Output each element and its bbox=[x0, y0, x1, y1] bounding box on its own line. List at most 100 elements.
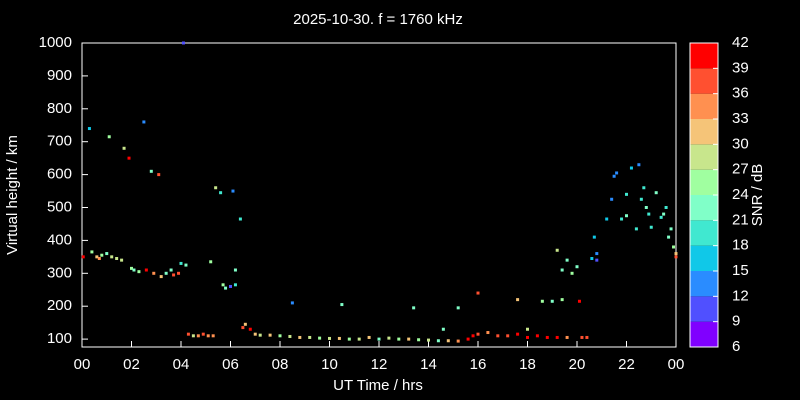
colorbar-tick-label: 42 bbox=[732, 34, 749, 51]
data-point bbox=[555, 248, 559, 252]
data-point bbox=[555, 335, 559, 339]
data-point bbox=[159, 275, 163, 279]
data-point bbox=[241, 326, 245, 330]
x-tick-label: 06 bbox=[222, 356, 239, 373]
colorbar-segment bbox=[690, 195, 718, 221]
colorbar-tick-label: 15 bbox=[732, 262, 749, 279]
data-point bbox=[357, 337, 361, 341]
data-point bbox=[233, 283, 237, 287]
data-point bbox=[637, 163, 641, 167]
data-point bbox=[184, 263, 188, 267]
data-point bbox=[105, 252, 109, 256]
plot-frame bbox=[81, 42, 677, 348]
x-tick-label: 12 bbox=[371, 356, 388, 373]
data-point bbox=[397, 337, 401, 341]
data-point bbox=[486, 331, 490, 335]
colorbar-segment bbox=[690, 296, 718, 322]
data-point bbox=[550, 299, 554, 303]
data-point bbox=[97, 256, 101, 260]
x-tick-label: 16 bbox=[470, 356, 487, 373]
data-point bbox=[258, 333, 262, 337]
data-point bbox=[441, 327, 445, 331]
data-point bbox=[647, 212, 651, 216]
y-tick-label: 100 bbox=[47, 330, 72, 347]
data-point bbox=[248, 327, 252, 331]
data-point bbox=[95, 255, 99, 259]
data-point bbox=[144, 268, 148, 272]
data-point bbox=[476, 291, 480, 295]
y-axis-label: Virtual height / km bbox=[4, 135, 21, 255]
data-point bbox=[592, 235, 596, 239]
data-point bbox=[575, 265, 579, 269]
data-point bbox=[535, 334, 539, 338]
data-point bbox=[211, 334, 215, 338]
data-point bbox=[669, 227, 673, 231]
data-point bbox=[506, 334, 510, 338]
y-tick-label: 800 bbox=[47, 100, 72, 117]
data-point bbox=[456, 339, 460, 343]
colorbar-segment bbox=[690, 321, 718, 347]
data-point bbox=[516, 332, 520, 336]
x-tick-label: 10 bbox=[321, 356, 338, 373]
data-point bbox=[164, 271, 168, 275]
x-tick-label: 08 bbox=[272, 356, 289, 373]
data-point bbox=[100, 253, 104, 257]
y-tick-label: 300 bbox=[47, 264, 72, 281]
data-point bbox=[620, 217, 624, 221]
data-point bbox=[639, 197, 643, 201]
data-point bbox=[157, 173, 161, 177]
colorbar-tick-label: 36 bbox=[732, 85, 749, 102]
data-point bbox=[577, 299, 581, 303]
data-point bbox=[590, 256, 594, 260]
data-point bbox=[476, 332, 480, 336]
x-axis-label: UT Time / hrs bbox=[333, 377, 423, 394]
colorbar-tick-label: 39 bbox=[732, 59, 749, 76]
data-point bbox=[253, 332, 257, 336]
data-point bbox=[545, 335, 549, 339]
x-tick-label: 22 bbox=[618, 356, 635, 373]
data-point bbox=[516, 298, 520, 302]
data-point bbox=[595, 258, 599, 262]
data-point bbox=[238, 217, 242, 221]
data-point bbox=[142, 120, 146, 124]
data-point bbox=[560, 298, 564, 302]
data-point bbox=[177, 271, 181, 275]
data-point bbox=[659, 215, 663, 219]
data-point bbox=[644, 206, 648, 210]
data-point bbox=[206, 334, 210, 338]
data-point bbox=[347, 337, 351, 341]
data-point bbox=[377, 337, 381, 341]
colorbar-tick-label: 27 bbox=[732, 161, 749, 178]
data-point bbox=[526, 327, 529, 331]
data-point bbox=[466, 337, 470, 341]
data-point bbox=[243, 322, 247, 326]
data-point bbox=[186, 332, 190, 336]
y-tick-label: 400 bbox=[47, 231, 72, 248]
data-point bbox=[137, 270, 141, 274]
y-tick-label: 900 bbox=[47, 67, 72, 84]
data-point bbox=[122, 146, 126, 150]
colorbar-tick-label: 33 bbox=[732, 110, 749, 127]
data-point bbox=[328, 336, 331, 340]
data-point bbox=[219, 191, 223, 195]
colorbar-segment bbox=[690, 169, 718, 195]
colorbar-tick-label: 30 bbox=[732, 135, 749, 152]
y-tick-label: 1000 bbox=[39, 34, 72, 51]
data-point bbox=[417, 338, 421, 342]
colorbar-segment bbox=[690, 271, 718, 297]
data-point bbox=[436, 339, 440, 343]
data-point bbox=[337, 336, 341, 340]
data-point bbox=[290, 301, 294, 305]
colorbar-segment bbox=[690, 144, 718, 170]
colorbar-segment bbox=[690, 119, 718, 145]
data-point bbox=[191, 334, 195, 338]
data-point bbox=[115, 256, 119, 260]
data-point bbox=[496, 334, 500, 338]
data-point bbox=[288, 334, 292, 338]
data-point bbox=[664, 206, 668, 210]
chart-title: 2025-10-30. f = 1760 kHz bbox=[293, 11, 463, 28]
data-point bbox=[120, 258, 124, 262]
colorbar-label: SNR / dB bbox=[749, 164, 766, 227]
data-point bbox=[629, 166, 633, 170]
